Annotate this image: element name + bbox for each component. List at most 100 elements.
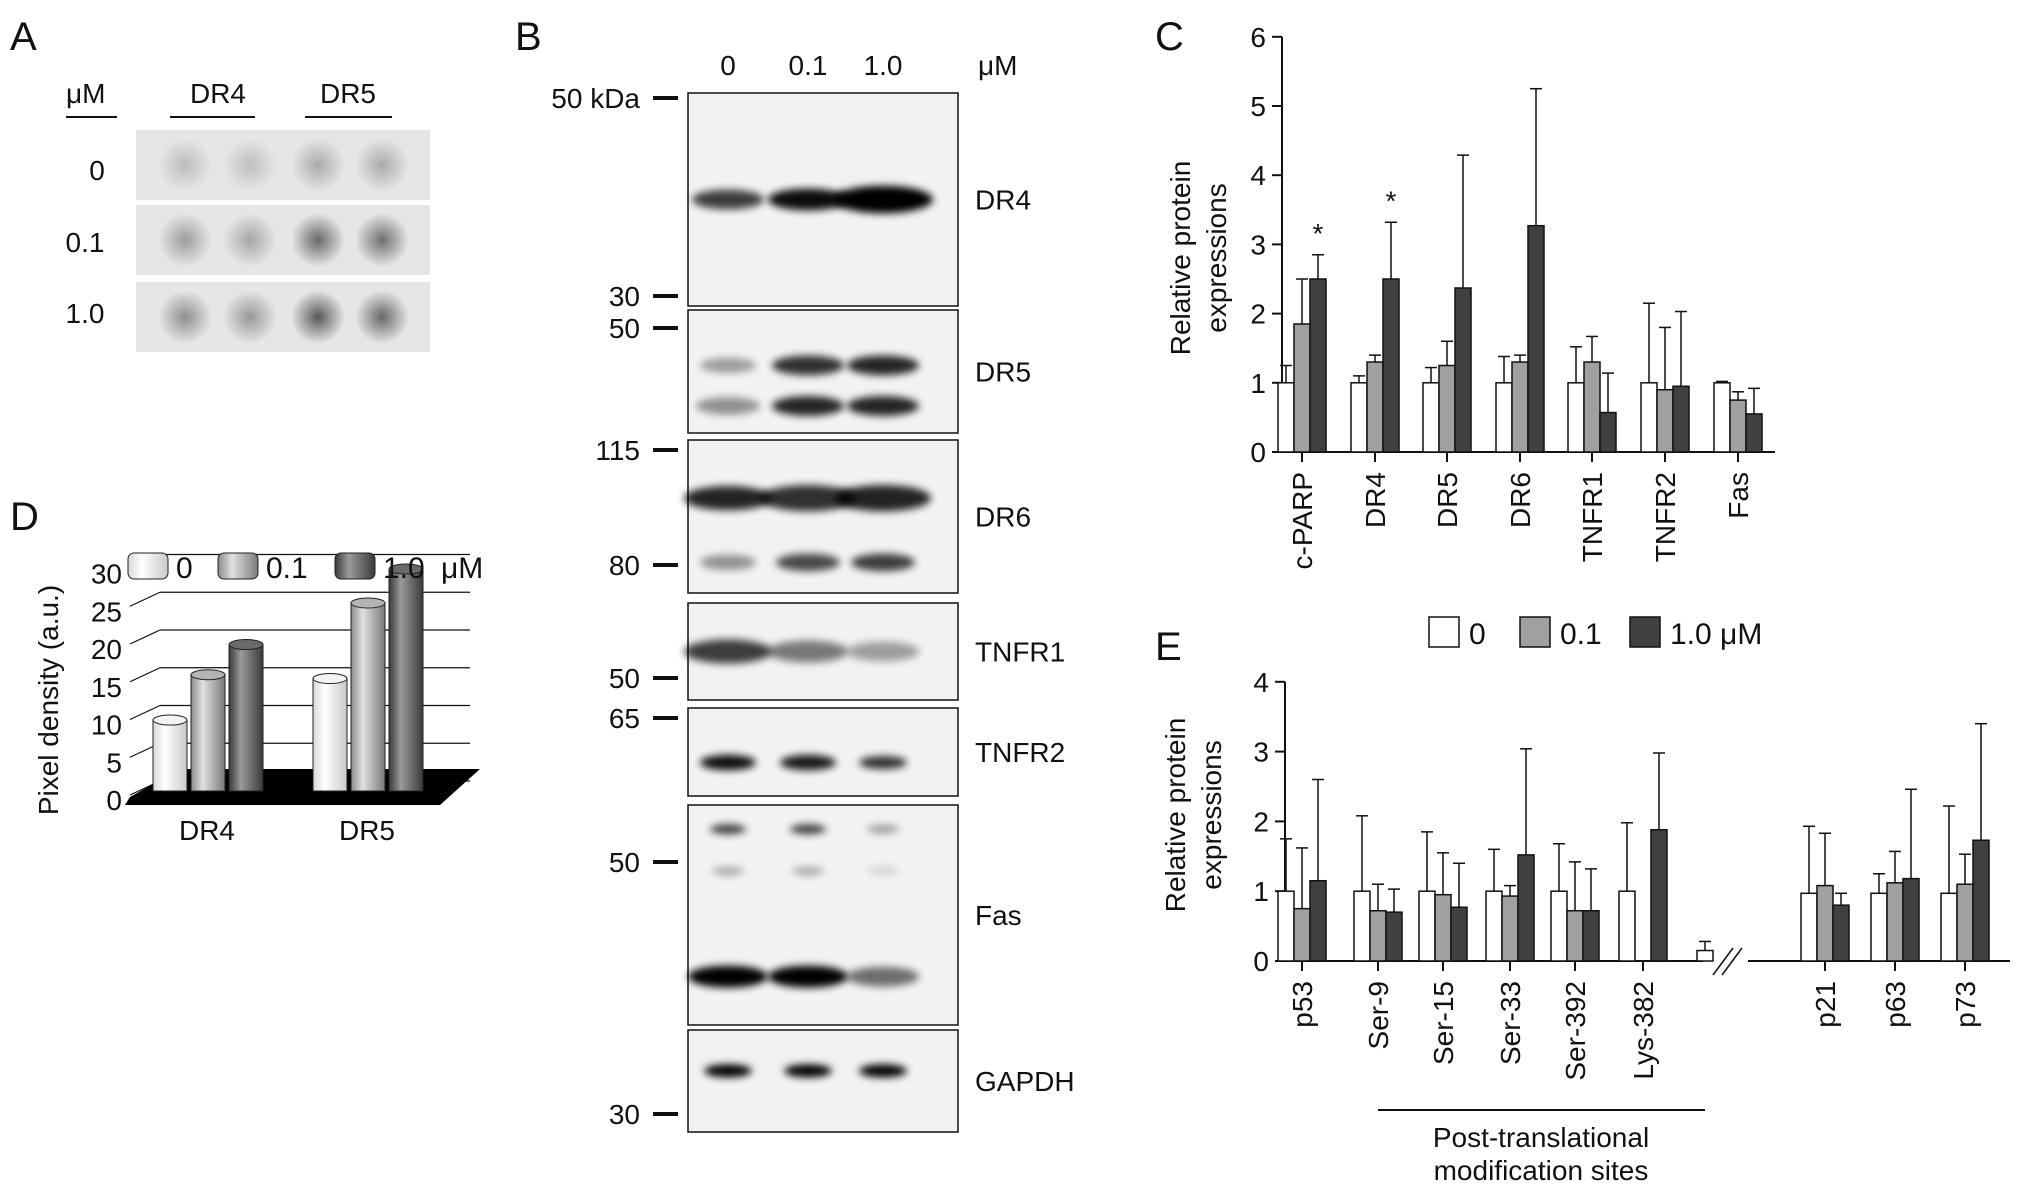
blot-band [790, 824, 826, 835]
blot-band [700, 754, 756, 771]
blot-band [768, 640, 848, 663]
y-tick-label: 3 [1253, 737, 1269, 768]
bar-chart-e: Relative protein expressions Post-transla… [1160, 667, 2010, 1186]
axis-break-mark [1721, 947, 1743, 976]
y-tick-label: 1 [1253, 876, 1269, 907]
cylinder-bar [350, 602, 386, 792]
x-tick-label: Ser-15 [1428, 981, 1459, 1065]
blot-band [867, 866, 899, 876]
marker-label: 50 [609, 847, 640, 878]
legend-label: 1.0 [383, 552, 425, 585]
x-tick-label: Ser-9 [1363, 981, 1394, 1049]
bar [1713, 382, 1731, 453]
legend-unit: μM [441, 552, 483, 585]
dot-spot [355, 290, 409, 344]
legend-label: 0 [1469, 618, 1486, 651]
y-tick-label: 6 [1250, 22, 1266, 53]
bar [1832, 904, 1850, 962]
bar [1567, 382, 1585, 453]
dot-spot [223, 290, 277, 344]
y-axis-label: Pixel density (a.u.) [33, 585, 64, 815]
y-tick-label: 5 [106, 747, 122, 778]
x-tick-label: DR4 [179, 815, 235, 846]
axis-break-mark [1712, 947, 1734, 976]
cylinder-top [388, 563, 424, 575]
blot-band [700, 357, 756, 374]
x-tick-label: DR5 [339, 815, 395, 846]
bar [1527, 224, 1545, 453]
blot-label: DR6 [975, 502, 1031, 533]
legend-swatch [127, 552, 169, 580]
blot-band [859, 1064, 907, 1078]
x-tick-label: Ser-33 [1495, 981, 1526, 1065]
legend-swatch [1428, 616, 1460, 648]
bar [1277, 890, 1295, 962]
bar [1940, 892, 1958, 962]
significance-asterisk: * [1386, 185, 1397, 216]
cylinder-bar [190, 674, 226, 792]
lane-dose-label: 0.1 [789, 50, 828, 81]
bar [1902, 877, 1920, 962]
x-tick-label: DR4 [1360, 472, 1391, 528]
blot-band [688, 965, 768, 988]
unit-label: μM [66, 78, 105, 109]
lane-unit-label: μM [978, 50, 1017, 81]
y-tick-label: 0 [106, 785, 122, 816]
dot-group-label: DR5 [320, 78, 376, 109]
cylinder-bar [388, 568, 424, 792]
bar-chart-c: Relative protein expressions 0 1 2 3 4 5 6 c-PAR… [1165, 22, 1775, 651]
panel-letter-d: D [10, 495, 39, 539]
bar [1353, 890, 1371, 962]
dot-spot [158, 213, 212, 267]
blot-label: DR5 [975, 357, 1031, 388]
bar [1369, 909, 1387, 962]
blot-band [847, 966, 919, 987]
marker-label: 50 [609, 663, 640, 694]
blot-band [684, 486, 772, 511]
significance-asterisk: * [1313, 218, 1324, 249]
blot-band [684, 639, 772, 664]
x-tick-label: c-PARP [1287, 472, 1318, 570]
dot-spot [355, 138, 409, 192]
marker-label: 30 [609, 281, 640, 312]
blot-box [687, 707, 959, 797]
bar [1309, 879, 1327, 962]
blot-band [760, 484, 856, 512]
bar [1870, 892, 1888, 962]
blot-band [768, 188, 848, 211]
blot-band [859, 755, 907, 770]
blot-band [867, 824, 899, 834]
dot-spot [158, 138, 212, 192]
bar [1672, 385, 1690, 453]
marker-label: 80 [609, 550, 640, 581]
bar [1293, 907, 1311, 962]
legend-label: 0 [176, 552, 193, 585]
blot-band [696, 397, 760, 415]
legend-swatch [1519, 616, 1551, 648]
y-tick-label: 4 [1250, 160, 1266, 191]
dose-label: 1.0 [66, 298, 105, 329]
bar [1495, 382, 1513, 453]
dot-spot [291, 138, 345, 192]
marker-label: 30 [609, 1099, 640, 1130]
cylinder-top [152, 714, 188, 726]
bar [1277, 382, 1295, 453]
gridline-depth [129, 629, 161, 645]
y-tick-label: 3 [1250, 229, 1266, 260]
bar [1418, 890, 1436, 962]
bar [1582, 909, 1600, 962]
x-tick-label: DR6 [1505, 472, 1536, 528]
bar [1583, 361, 1601, 453]
cylinder-bar [152, 719, 188, 792]
x-tick-label: p21 [1810, 981, 1841, 1028]
bar [1886, 882, 1904, 962]
bar [1293, 323, 1311, 453]
bar [1956, 883, 1974, 962]
blot-band [835, 484, 931, 512]
legend-label: 1.0 μM [1670, 618, 1762, 651]
legend-swatch [1629, 616, 1661, 648]
blot-band [768, 965, 848, 988]
bar [1972, 839, 1990, 962]
blot-band [847, 355, 919, 376]
